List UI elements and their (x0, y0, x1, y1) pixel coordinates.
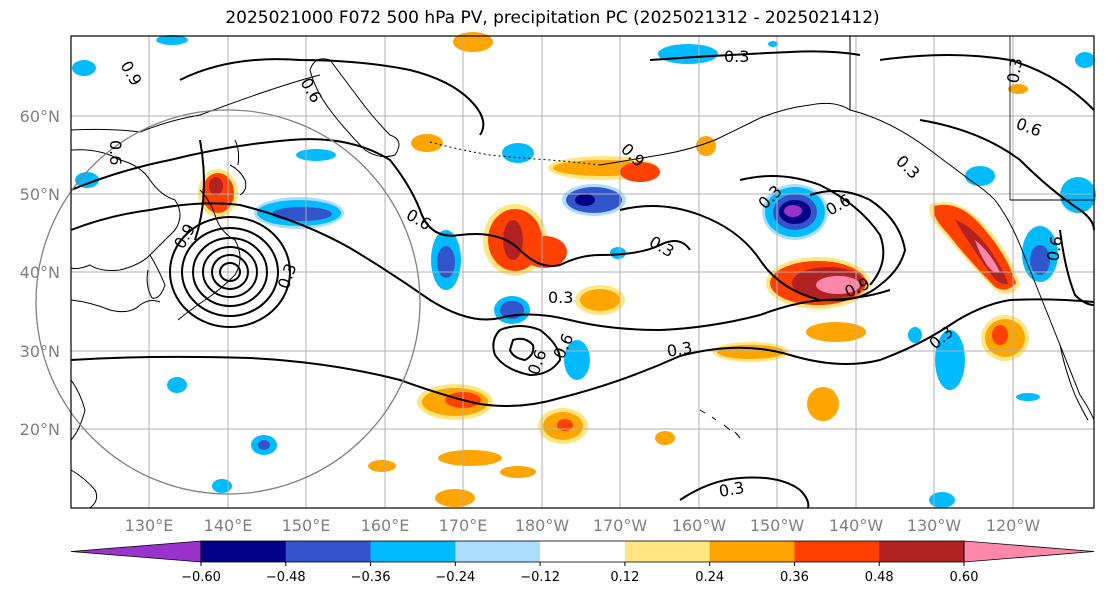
lon-label: 170°E (439, 516, 488, 535)
colorbar-tick-label: 0.36 (780, 570, 809, 585)
contour-label: 0.3 (724, 47, 749, 66)
contour-label: 0.3 (665, 338, 693, 361)
lat-label-30n: 30°N (20, 342, 60, 361)
colorbar-segment (540, 541, 626, 562)
map-panel: 0.9 0.6 0.3 0.6 0.3 0.6 0.9 0.3 0.6 0.3 … (35, 32, 1096, 509)
colorbar-outline (200, 540, 965, 563)
gridlines (71, 36, 1094, 508)
lon-label: 180°W (515, 516, 570, 535)
colorbar-tick-label: −0.12 (520, 570, 560, 585)
lat-label-20n: 20°N (20, 420, 60, 439)
colorbar-segment (879, 541, 965, 562)
lon-label: 160°W (672, 516, 727, 535)
contour-label: 0.6 (106, 140, 125, 165)
colorbar-tick-label: 0.24 (695, 570, 724, 585)
lon-label: 170°W (593, 516, 648, 535)
colorbar-segment (370, 541, 456, 562)
map-title: 2025021000 F072 500 hPa PV, precipitatio… (225, 8, 880, 28)
colorbar-tick-label: 0.12 (610, 570, 639, 585)
highlight-circle (35, 109, 421, 495)
colorbar-tick-label: −0.60 (181, 570, 221, 585)
colorbar-segment (709, 541, 795, 562)
contour-label: 0.3 (548, 288, 573, 307)
colorbar-tick-label: −0.24 (435, 570, 475, 585)
contour-label: 0.6 (1043, 234, 1066, 262)
colorbar: −0.60 −0.48 −0.36 −0.24 −0.12 0.12 0.24 0.36 0.4… (70, 540, 1095, 585)
pv-contours (70, 50, 1095, 509)
colorbar-extend-low (70, 540, 202, 563)
lon-label: 140°E (204, 516, 253, 535)
colorbar-tick-label: −0.36 (351, 570, 391, 585)
colorbar-tick-label: 0.48 (865, 570, 894, 585)
longitude-labels: 130°E 140°E 150°E 160°E 170°E 180°W 170°… (125, 516, 1041, 535)
colorbar-segment (624, 541, 711, 562)
colorbar-segment (794, 541, 880, 562)
colorbar-segments (70, 540, 1095, 563)
lon-label: 120°W (986, 516, 1041, 535)
colorbar-segment (455, 541, 541, 562)
lon-label: 140°W (829, 516, 884, 535)
lat-label-50n: 50°N (20, 185, 60, 204)
lon-label: 160°E (361, 516, 410, 535)
map-frame (70, 35, 1095, 509)
contour-label: 0.3 (717, 478, 745, 501)
lat-label-60n: 60°N (20, 107, 60, 126)
lon-label: 150°W (750, 516, 805, 535)
colorbar-tick-label: −0.48 (266, 570, 306, 585)
lon-label: 130°W (907, 516, 962, 535)
lat-label-40n: 40°N (20, 263, 60, 282)
lon-label: 150°E (282, 516, 331, 535)
colorbar-extend-high (963, 540, 1095, 563)
colorbar-segment (285, 541, 372, 562)
colorbar-tick-label: 0.60 (950, 570, 979, 585)
latitude-labels: 60°N 50°N 40°N 30°N 20°N (20, 107, 60, 439)
coastlines (70, 36, 1095, 509)
colorbar-ticks: −0.60 −0.48 −0.36 −0.24 −0.12 0.12 0.24 0.36 0.4… (181, 562, 978, 585)
contour-label: 0.3 (1003, 56, 1026, 84)
colorbar-segment (201, 541, 287, 562)
lon-label: 130°E (125, 516, 174, 535)
